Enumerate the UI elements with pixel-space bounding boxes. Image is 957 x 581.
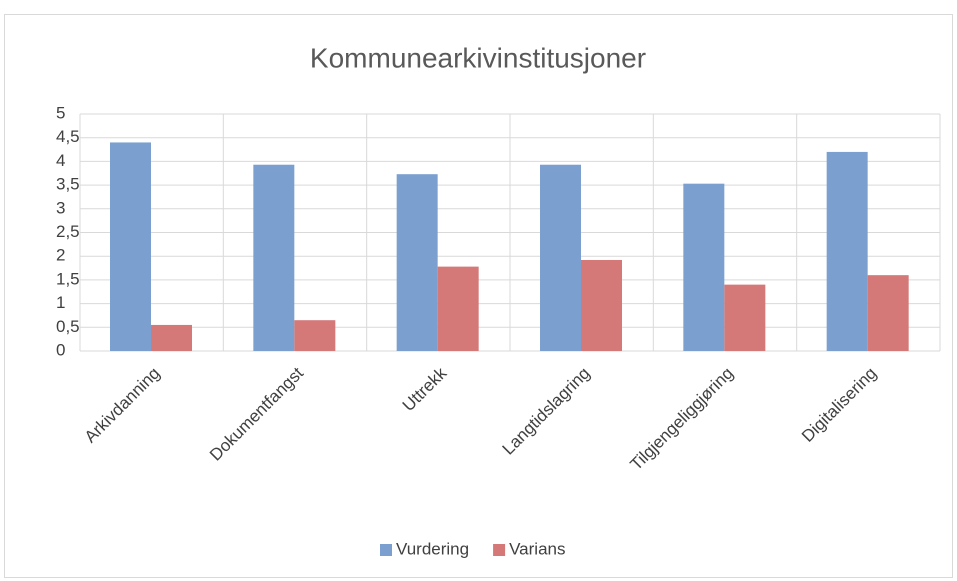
legend-swatch <box>380 544 392 556</box>
y-tick-label: 4 <box>56 151 65 170</box>
y-tick-label: 3 <box>56 198 65 217</box>
bar <box>724 284 766 351</box>
legend-label: Vurdering <box>396 539 469 558</box>
y-tick-label: 3,5 <box>56 175 80 194</box>
bar <box>826 151 868 351</box>
bar <box>867 275 909 351</box>
legend-label: Varians <box>509 539 565 558</box>
bar <box>110 142 151 351</box>
bar <box>151 324 192 351</box>
bar <box>294 320 336 351</box>
y-tick-label: 1,5 <box>56 269 80 288</box>
y-tick-label: 2,5 <box>56 222 80 241</box>
y-tick-label: 0,5 <box>56 317 80 336</box>
bar <box>253 164 295 351</box>
y-tick-label: 5 <box>56 103 65 122</box>
bar <box>540 164 581 351</box>
y-tick-label: 4,5 <box>56 127 80 146</box>
y-tick-label: 1 <box>56 293 65 312</box>
bar <box>683 183 725 351</box>
y-tick-label: 0 <box>56 340 65 359</box>
legend-swatch <box>493 544 506 556</box>
bar <box>437 266 479 351</box>
y-tick-label: 2 <box>56 246 65 265</box>
bar <box>581 259 622 351</box>
chart-title: Kommunearkivinstitusjoner <box>310 42 646 73</box>
bar <box>396 174 438 351</box>
